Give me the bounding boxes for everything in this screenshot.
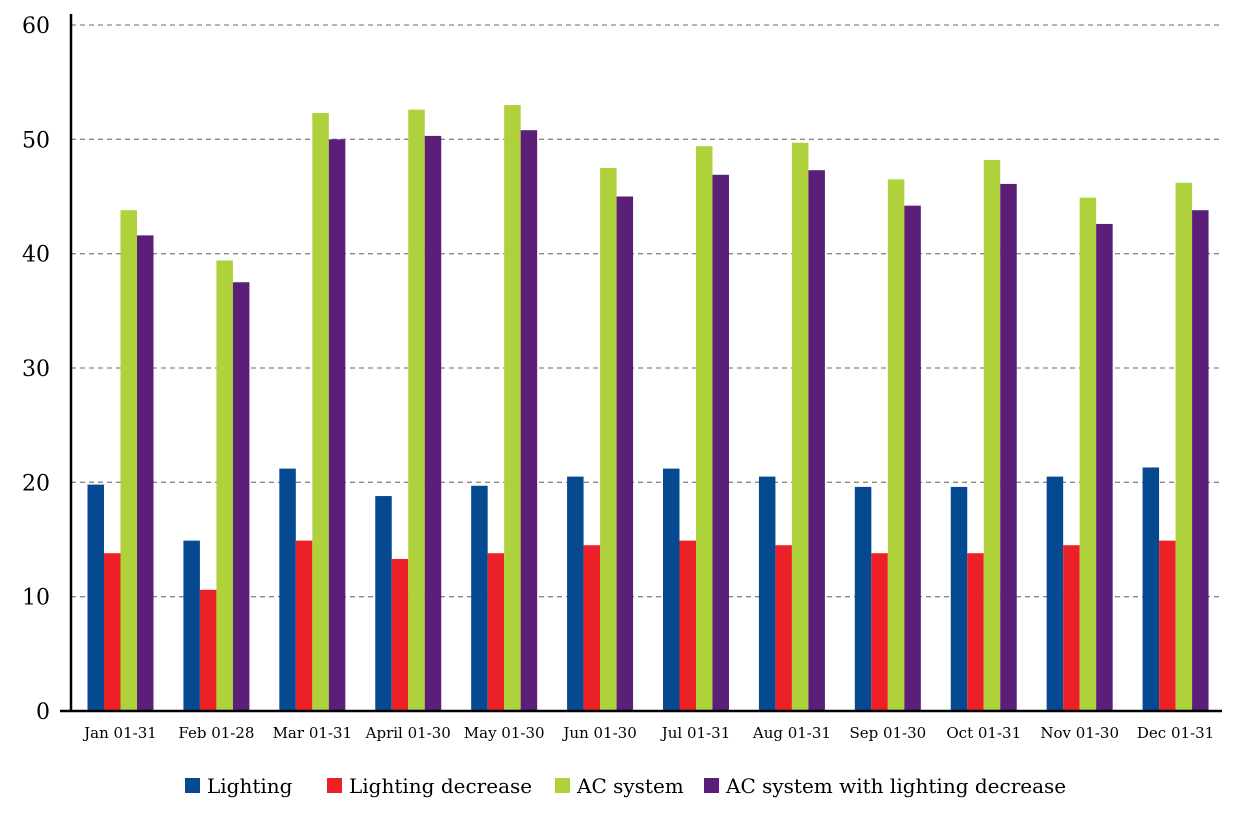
x-tick-label-8: Sep 01-30 [849,724,926,742]
bar-lighting-decrease-3 [391,558,409,711]
bar-lighting-decrease-1 [199,589,217,711]
y-tick-label-20: 20 [22,471,50,496]
bar-ac-system-6 [696,146,713,711]
legend-label-lighting-decrease: Lighting decrease [349,774,532,798]
legend: Lighting Lighting decrease AC system AC sys… [185,774,1066,798]
bar-lighting-5 [567,476,584,711]
bar-lighting-decrease-6 [679,540,696,711]
bar-ac-system-with-lighting-decrease-5 [616,196,634,711]
bar-lighting-decrease-7 [775,545,792,711]
bar-lighting-decrease-2 [295,540,313,711]
bar-lighting-decrease-11 [1159,540,1176,711]
x-tick-label-4: May 01-30 [464,724,545,742]
grid-lines [71,24,1222,598]
bar-lighting-6 [663,468,680,711]
bar-lighting-10 [1046,476,1064,711]
bar-ac-system-with-lighting-decrease-4 [520,130,538,711]
x-tick-label-7: Aug 01-31 [752,724,831,742]
bar-ac-system-5 [600,167,617,712]
y-tick-labels: 0 10 20 30 40 50 60 [22,14,50,725]
legend-swatch-ac-system [555,778,570,793]
bar-ac-system-with-lighting-decrease-9 [1000,183,1017,712]
bar-ac-system-7 [791,142,809,711]
x-tick-label-6: Jul 01-31 [660,724,730,742]
bar-lighting-decrease-8 [871,553,888,711]
bar-ac-system-with-lighting-decrease-3 [424,135,442,711]
bar-ac-system-with-lighting-decrease-11 [1192,210,1209,711]
bar-ac-system-with-lighting-decrease-6 [712,174,729,711]
bar-lighting-4 [471,485,488,711]
bar-ac-system-1 [216,260,233,711]
legend-swatch-ac-system-with-lighting-decrease [704,778,719,793]
bar-lighting-decrease-0 [104,553,121,711]
bar-ac-system-11 [1175,182,1193,711]
legend-label-ac-system-with-lighting-decrease: AC system with lighting decrease [725,774,1066,798]
legend-swatch-lighting-decrease [327,778,342,793]
x-tick-label-2: Mar 01-31 [273,724,352,742]
bar-ac-system-0 [120,210,137,711]
y-tick-label-60: 60 [22,14,50,39]
x-tick-labels: Jan 01-31 Feb 01-28 Mar 01-31 April 01-30 Ma… [82,724,1214,742]
x-tick-label-5: Jun 01-30 [561,724,636,742]
bar-lighting-decrease-10 [1063,545,1080,711]
bar-lighting-3 [375,496,392,711]
bar-lighting-7 [758,476,776,711]
bar-ac-system-3 [408,109,425,712]
bar-lighting-8 [854,486,872,711]
y-tick-label-30: 30 [22,357,50,382]
bar-lighting-decrease-4 [487,553,505,711]
legend-label-lighting: Lighting [207,774,293,798]
legend-swatch-lighting [185,778,200,793]
axes [60,14,1222,713]
bar-ac-system-with-lighting-decrease-1 [232,282,250,711]
y-tick-label-50: 50 [22,128,50,153]
bar-ac-system-9 [983,159,1001,711]
bar-ac-system-with-lighting-decrease-0 [137,235,154,711]
y-tick-label-10: 10 [22,586,50,611]
x-tick-label-11: Dec 01-31 [1137,724,1214,742]
bar-ac-system-with-lighting-decrease-7 [808,170,825,711]
bar-ac-system-8 [887,179,905,712]
bar-ac-system-10 [1079,197,1097,711]
bar-lighting-0 [87,484,104,711]
bar-lighting-1 [183,540,200,711]
bar-ac-system-2 [312,113,329,712]
bars [87,105,1209,712]
bar-lighting-11 [1142,467,1160,711]
bar-lighting-decrease-9 [967,553,984,711]
bar-ac-system-with-lighting-decrease-10 [1096,223,1113,711]
x-tick-label-0: Jan 01-31 [82,724,157,742]
x-tick-label-3: April 01-30 [365,724,451,742]
y-tick-label-0: 0 [36,700,50,725]
x-tick-label-1: Feb 01-28 [178,724,254,742]
x-tick-label-9: Oct 01-31 [946,724,1021,742]
y-tick-label-40: 40 [22,243,50,268]
bar-lighting-9 [950,486,968,711]
bar-ac-system-with-lighting-decrease-2 [328,139,346,711]
bar-ac-system-with-lighting-decrease-8 [904,205,921,711]
bar-ac-system-4 [504,105,521,711]
legend-label-ac-system: AC system [576,774,684,798]
x-tick-label-10: Nov 01-30 [1040,724,1119,742]
bar-lighting-decrease-5 [583,545,601,711]
bar-lighting-2 [279,468,296,711]
